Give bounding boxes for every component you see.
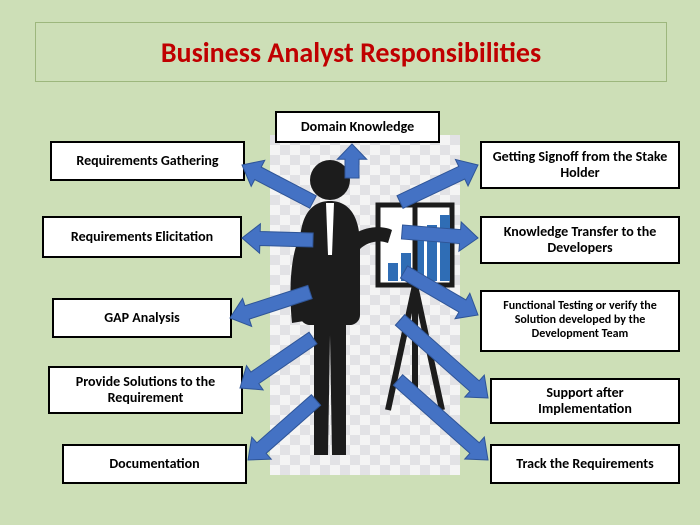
- item-gap-analysis: GAP Analysis: [52, 298, 232, 338]
- item-signoff: Getting Signoff from the Stake Holder: [480, 141, 680, 189]
- item-functional-testing: Functional Testing or verify the Solutio…: [480, 290, 680, 352]
- item-support: Support after Implementation: [490, 378, 680, 424]
- item-provide-solutions: Provide Solutions to the Requirement: [48, 366, 243, 414]
- item-knowledge-transfer: Knowledge Transfer to the Developers: [480, 216, 680, 264]
- item-requirements-gathering: Requirements Gathering: [50, 141, 245, 181]
- item-requirements-elicitation: Requirements Elicitation: [42, 216, 242, 258]
- item-track: Track the Requirements: [490, 444, 680, 484]
- item-domain-knowledge: Domain Knowledge: [275, 111, 440, 143]
- item-documentation: Documentation: [62, 444, 247, 484]
- page-title: Business Analyst Responsibilities: [35, 22, 667, 82]
- center-figure: [270, 135, 460, 475]
